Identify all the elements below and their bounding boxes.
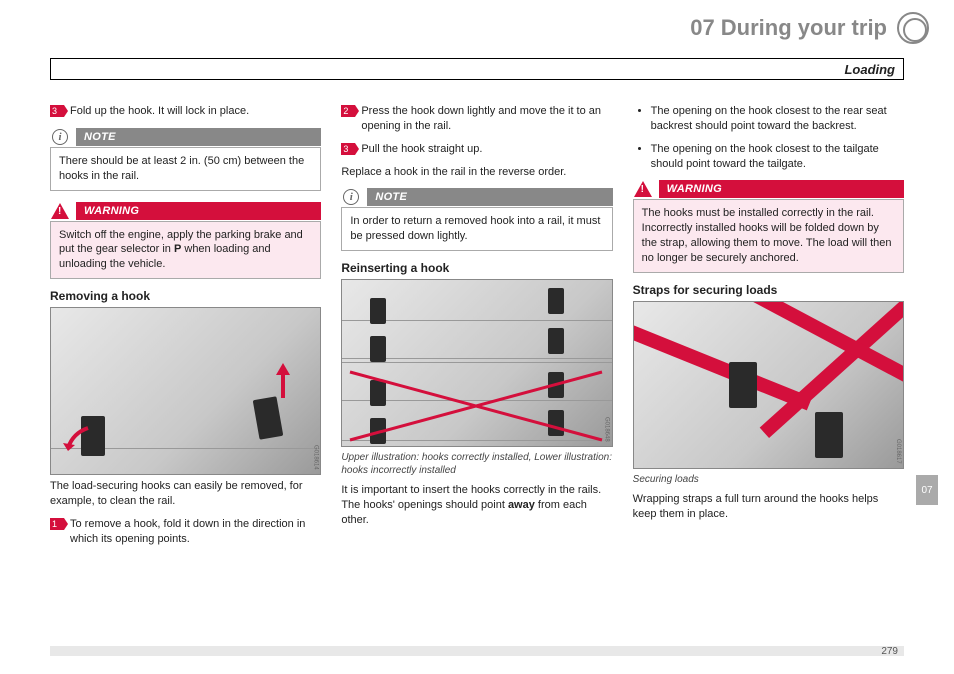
note-label: NOTE bbox=[76, 128, 321, 146]
figure-id: G018648 bbox=[604, 417, 610, 442]
red-arrow-icon bbox=[63, 423, 93, 453]
column-2: 2 Press the hook down lightly and move t… bbox=[341, 104, 612, 624]
warning-body: The hooks must be installed correctly in… bbox=[633, 199, 904, 272]
content-columns: 3 Fold up the hook. It will lock in plac… bbox=[50, 104, 904, 624]
warning-icon bbox=[50, 201, 70, 221]
step-number-icon: 3 bbox=[50, 105, 64, 117]
info-icon: i bbox=[50, 127, 70, 147]
step-item: 3 Pull the hook straight up. bbox=[341, 142, 612, 157]
subheading: Reinserting a hook bbox=[341, 261, 612, 275]
warning-icon bbox=[633, 179, 653, 199]
subheading: Removing a hook bbox=[50, 289, 321, 303]
note-body: In order to return a removed hook into a… bbox=[341, 207, 612, 251]
step-item: 1 To remove a hook, fold it down in the … bbox=[50, 517, 321, 547]
red-x-icon bbox=[342, 364, 611, 447]
step-number-icon: 1 bbox=[50, 518, 64, 530]
step-text: Pull the hook straight up. bbox=[361, 142, 482, 157]
note-body: There should be at least 2 in. (50 cm) b… bbox=[50, 147, 321, 191]
chapter-title: 07 During your trip bbox=[690, 15, 887, 41]
red-arrow-icon bbox=[271, 363, 295, 403]
warning-header: WARNING bbox=[633, 179, 904, 199]
step-text: Fold up the hook. It will lock in place. bbox=[70, 104, 249, 119]
note-header: i NOTE bbox=[341, 187, 612, 207]
figure-removing-hook: G018614 bbox=[50, 307, 321, 475]
subheading: Straps for securing loads bbox=[633, 283, 904, 297]
steering-wheel-icon bbox=[897, 12, 929, 44]
figure-securing-loads: G018617 bbox=[633, 301, 904, 469]
note-header: i NOTE bbox=[50, 127, 321, 147]
step-text: To remove a hook, fold it down in the di… bbox=[70, 517, 321, 547]
step-number-icon: 2 bbox=[341, 105, 355, 117]
figure-id: G018617 bbox=[895, 439, 901, 464]
paragraph: Replace a hook in the rail in the revers… bbox=[341, 165, 612, 180]
figure-id: G018614 bbox=[312, 445, 318, 470]
note-label: NOTE bbox=[367, 188, 612, 206]
warning-callout: WARNING Switch off the engine, apply the… bbox=[50, 201, 321, 280]
figure-caption: Upper illustration: hooks correctly inst… bbox=[341, 451, 612, 477]
column-3: The opening on the hook closest to the r… bbox=[633, 104, 904, 624]
figure-caption: Securing loads bbox=[633, 473, 904, 486]
section-bar: Loading bbox=[50, 58, 904, 80]
paragraph: It is important to insert the hooks corr… bbox=[341, 483, 612, 528]
note-callout: i NOTE In order to return a removed hook… bbox=[341, 187, 612, 251]
para-bold: away bbox=[508, 499, 535, 511]
warning-body: Switch off the engine, apply the parking… bbox=[50, 221, 321, 280]
warning-label: WARNING bbox=[659, 180, 904, 198]
column-1: 3 Fold up the hook. It will lock in plac… bbox=[50, 104, 321, 624]
step-text: Press the hook down lightly and move the… bbox=[361, 104, 612, 134]
footer-bar: 279 bbox=[50, 646, 904, 656]
warning-label: WARNING bbox=[76, 202, 321, 220]
step-item: 2 Press the hook down lightly and move t… bbox=[341, 104, 612, 134]
bullet-list: The opening on the hook closest to the r… bbox=[633, 104, 904, 171]
warning-header: WARNING bbox=[50, 201, 321, 221]
page-number: 279 bbox=[881, 646, 898, 657]
chapter-tab: 07 bbox=[916, 475, 938, 505]
warning-callout: WARNING The hooks must be installed corr… bbox=[633, 179, 904, 272]
section-name: Loading bbox=[844, 62, 895, 77]
bullet-item: The opening on the hook closest to the r… bbox=[651, 104, 904, 134]
bullet-item: The opening on the hook closest to the t… bbox=[651, 142, 904, 172]
step-item: 3 Fold up the hook. It will lock in plac… bbox=[50, 104, 321, 119]
paragraph: The load-securing hooks can easily be re… bbox=[50, 479, 321, 509]
step-number-icon: 3 bbox=[341, 143, 355, 155]
paragraph: Wrapping straps a full turn around the h… bbox=[633, 492, 904, 522]
figure-reinserting-hook: G018648 bbox=[341, 279, 612, 447]
note-callout: i NOTE There should be at least 2 in. (5… bbox=[50, 127, 321, 191]
page-header: 07 During your trip bbox=[690, 12, 929, 44]
info-icon: i bbox=[341, 187, 361, 207]
